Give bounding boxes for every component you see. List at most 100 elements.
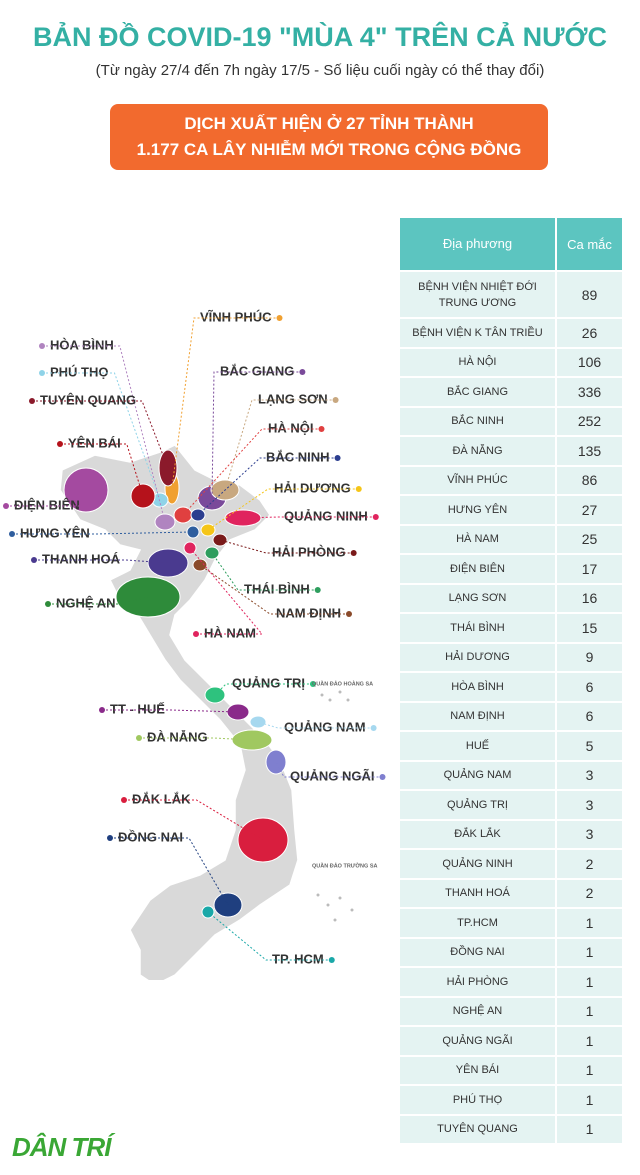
data-table: Địa phương Ca mắc BỆNH VIỆN NHIỆT ĐỚI TRUN… (400, 218, 622, 1143)
province (147, 548, 189, 578)
map-label: TP. HCM (272, 951, 324, 966)
island-label: QUẦN ĐẢO TRƯỜNG SA (312, 861, 378, 869)
place-name: HẢI PHÒNG (446, 975, 509, 988)
case-count: 27 (555, 496, 622, 524)
case-count: 15 (555, 614, 622, 642)
leader-line (12, 531, 194, 535)
place-name: YÊN BÁI (455, 1064, 500, 1077)
province (212, 533, 228, 547)
table-row: BỆNH VIỆN K TÂN TRIỀU 26 (400, 317, 622, 347)
table-row: TUYÊN QUANG 1 (400, 1113, 622, 1143)
case-count: 6 (555, 673, 622, 701)
map-label: HẢI DƯƠNG (274, 480, 351, 495)
place-name: HÀ NỘI (458, 356, 497, 369)
leader-line (257, 721, 374, 729)
leader-line (32, 400, 169, 469)
leader-line (275, 761, 383, 778)
map-label: HÀ NỘI (268, 420, 314, 435)
case-count: 25 (555, 525, 622, 553)
map-label: TUYÊN QUANG (40, 392, 136, 407)
table-row: NGHỆ AN 1 (400, 995, 622, 1025)
leader-line (171, 317, 280, 489)
case-count: 1 (555, 1115, 622, 1143)
place-name: QUẢNG NAM (443, 769, 512, 782)
table-row: YÊN BÁI 1 (400, 1054, 622, 1084)
map-label: HẢI PHÒNG (272, 544, 346, 559)
province (154, 513, 176, 531)
map-label: NAM ĐỊNH (276, 605, 341, 620)
banner-line: DỊCH XUẤT HIỆN Ở 27 TỈNH THÀNH (184, 114, 474, 133)
map-label: QUẢNG NINH (284, 508, 368, 523)
leader-line (211, 552, 318, 591)
map-label: NGHỆ AN (56, 595, 115, 610)
table-row: HẢI DƯƠNG 9 (400, 641, 622, 671)
map-label: HƯNG YÊN (20, 525, 90, 540)
case-count: 89 (555, 272, 622, 317)
leader-line (182, 428, 322, 516)
place-name: HẢI DƯƠNG (445, 651, 510, 664)
table-row: LẠNG SƠN 16 (400, 582, 622, 612)
table-row: ĐÀ NẴNG 135 (400, 435, 622, 465)
table-row: ĐỒNG NAI 1 (400, 936, 622, 966)
table-row: QUẢNG NINH 2 (400, 848, 622, 878)
place-name: QUẢNG TRỊ (447, 798, 508, 811)
case-count: 5 (555, 732, 622, 760)
map: VĨNH PHÚC HÒA BÌNH PHÚ THỌ TUYÊN QUANG BẮC G… (3, 309, 386, 980)
place-name: ĐÀ NẴNG (452, 444, 503, 457)
islands (316, 690, 354, 922)
banner-line: 1.177 CA LÂY NHIỄM MỚI TRONG CỘNG ĐỒNG (136, 140, 522, 159)
leader-line (139, 737, 253, 741)
case-count: 106 (555, 348, 622, 376)
table-header: Địa phương Ca mắc (400, 218, 622, 270)
table-row: ĐẮK LẮK 3 (400, 818, 622, 848)
place-name: THÁI BÌNH (450, 621, 505, 634)
column-header: Địa phương (442, 236, 513, 251)
case-count: 86 (555, 466, 622, 494)
map-label: HÒA BÌNH (50, 337, 114, 352)
map-label: THÁI BÌNH (244, 581, 310, 596)
case-count: 6 (555, 702, 622, 730)
map-label: ĐÀ NẴNG (147, 729, 208, 744)
table-row: QUẢNG TRỊ 3 (400, 789, 622, 819)
place-name: NGHỆ AN (452, 1005, 503, 1018)
table-row: BẮC GIANG 336 (400, 376, 622, 406)
leader-line (102, 709, 239, 713)
leader-line (42, 345, 166, 523)
province (265, 749, 287, 775)
map-label: BẮC GIANG (220, 363, 294, 378)
place-name: HƯNG YÊN (447, 503, 508, 516)
leader-line (214, 683, 313, 696)
case-count: 1 (555, 1056, 622, 1084)
case-count: 16 (555, 584, 622, 612)
leader-line (242, 516, 376, 519)
table-row: NAM ĐỊNH 6 (400, 700, 622, 730)
table-row: HƯNG YÊN 27 (400, 494, 622, 524)
case-count: 1 (555, 938, 622, 966)
place-name: PHÚ THỌ (452, 1093, 503, 1106)
place-name: THANH HOÁ (445, 887, 510, 900)
case-count: 1 (555, 997, 622, 1025)
table-row: THÁI BÌNH 15 (400, 612, 622, 642)
map-label: QUẢNG NAM (284, 719, 366, 734)
place-name: VĨNH PHÚC (447, 474, 508, 487)
leader-line (207, 911, 332, 961)
case-count: 2 (555, 879, 622, 907)
place-name: HÀ NAM (456, 533, 499, 546)
case-count: 252 (555, 407, 622, 435)
title: BẢN ĐỒ COVID-19 "MÙA 4" TRÊN CẢ NƯỚC (32, 22, 608, 52)
place-name: TUYÊN QUANG (437, 1123, 518, 1136)
map-label: ĐỒNG NAI (118, 829, 183, 844)
leader-line (189, 547, 264, 635)
leader-line (34, 559, 169, 564)
place-name: BỆNH VIỆN K TÂN TRIỀU (412, 326, 543, 339)
map-label: ĐIỆN BIÊN (14, 497, 80, 512)
leader-line (219, 539, 354, 554)
table-row: BẮC NINH 252 (400, 405, 622, 435)
banner: DỊCH XUẤT HIỆN Ở 27 TỈNH THÀNH 1.177 CA … (110, 104, 548, 170)
place-name: HÒA BÌNH (451, 680, 504, 693)
case-count: 17 (555, 555, 622, 583)
leader-line (197, 457, 338, 516)
case-count: 3 (555, 820, 622, 848)
leader-line (42, 372, 161, 501)
